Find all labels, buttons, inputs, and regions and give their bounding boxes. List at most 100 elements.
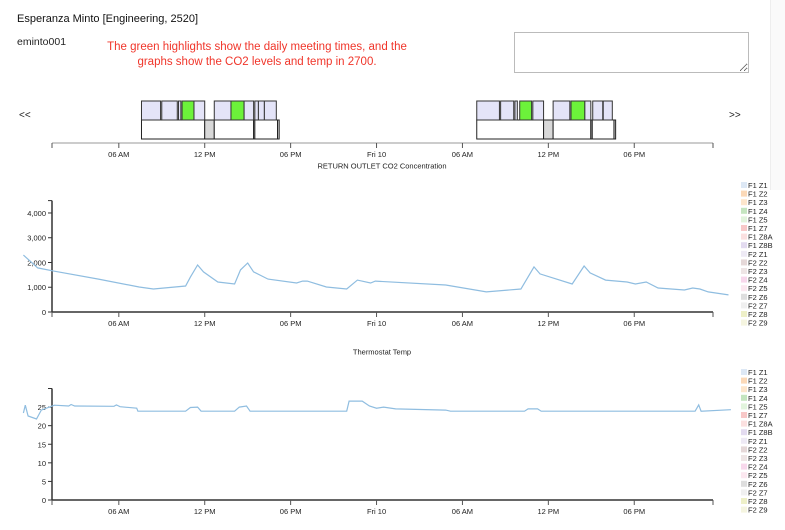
schedule-block-blank: [476, 119, 545, 140]
y-tick-label: 3,000: [27, 234, 46, 243]
legend-swatch: [741, 455, 747, 461]
x-tick-label: 06 PM: [280, 150, 302, 159]
schedule-block: [193, 100, 206, 121]
schedule-block-gap: [543, 119, 554, 140]
y-tick-label: 20: [38, 422, 46, 431]
legend-label: F2 Z5: [748, 284, 768, 293]
y-tick-label: 4,000: [27, 209, 46, 218]
x-tick-label: 06 AM: [108, 507, 129, 516]
x-tick-label: 12 PM: [194, 507, 216, 516]
legend-swatch: [741, 472, 747, 479]
x-tick-label: 06 PM: [623, 507, 645, 516]
chart-title: Thermostat Temp: [353, 348, 411, 357]
schedule-block-blank: [254, 119, 279, 140]
schedule-block: [552, 100, 571, 121]
meeting-highlight: [570, 100, 586, 121]
username: eminto001: [17, 36, 67, 48]
chart-title: RETURN OUTLET CO2 Concentration: [317, 162, 446, 171]
legend-label: F2 Z4: [748, 276, 768, 285]
legend-label: F2 Z3: [748, 454, 768, 463]
legend-label: F1 Z8A: [748, 233, 773, 242]
legend-swatch: [741, 429, 747, 436]
legend-label: F2 Z2: [748, 258, 768, 267]
schedule-block: [514, 100, 518, 121]
meeting-highlight: [230, 100, 245, 121]
legend-label: F1 Z2: [748, 190, 768, 199]
legend-swatch: [741, 420, 747, 427]
legend-swatch: [741, 190, 747, 197]
schedule-block-blank: [140, 119, 206, 140]
legend-swatch: [741, 199, 747, 206]
legend-swatch: [741, 285, 747, 292]
legend-swatch: [741, 182, 747, 188]
x-tick-label: 06 PM: [280, 319, 302, 328]
x-tick-label: Fri 10: [367, 507, 386, 516]
legend-swatch: [741, 311, 747, 317]
legend-swatch: [741, 276, 747, 283]
meeting-highlight: [181, 100, 195, 121]
x-tick-label: 06 AM: [452, 319, 473, 328]
schedule-block: [177, 100, 182, 121]
legend-label: F2 Z8: [748, 497, 768, 506]
legend-label: F1 Z1: [748, 181, 768, 190]
legend-label: F1 Z5: [748, 215, 768, 224]
y-tick-label: 2,000: [27, 258, 46, 267]
x-tick-label: 06 PM: [623, 319, 645, 328]
data-line: [22, 400, 731, 420]
prev-button[interactable]: <<: [19, 110, 31, 121]
x-tick-label: 12 PM: [538, 150, 560, 159]
scrollbar[interactable]: [770, 0, 785, 190]
schedule-block: [532, 100, 545, 121]
legend-label: F2 Z5: [748, 471, 768, 480]
notes-textarea[interactable]: [514, 32, 749, 73]
legend-swatch: [741, 446, 747, 453]
legend-label: F1 Z7: [748, 411, 768, 420]
schedule-block: [257, 100, 265, 121]
x-tick-label: 12 PM: [538, 507, 560, 516]
schedule-timeline: 06 AM 12 PM 06 PM Fri 10 06 AM 12 PM 06 PM: [51, 100, 714, 159]
y-tick-label: 10: [38, 459, 46, 468]
legend-label: F2 Z6: [748, 480, 768, 489]
x-tick-label: 12 PM: [538, 319, 560, 328]
x-tick-label: 06 AM: [452, 507, 473, 516]
legend-swatch: [741, 403, 747, 410]
legend-swatch: [741, 463, 747, 470]
legend-label: F1 Z7: [748, 224, 768, 233]
x-tick-label: Fri 10: [367, 319, 386, 328]
employee-title: Esperanza Minto [Engineering, 2520]: [17, 13, 199, 25]
legend-swatch: [741, 225, 747, 231]
legend-label: F1 Z2: [748, 377, 768, 386]
legend-label: F2 Z4: [748, 463, 768, 472]
next-button[interactable]: >>: [729, 110, 741, 121]
legend-swatch: [741, 437, 747, 444]
legend-label: F1 Z5: [748, 402, 768, 411]
legend-label: F1 Z8B: [748, 428, 773, 437]
legend-swatch: [741, 242, 747, 249]
legend-label: F1 Z3: [748, 385, 768, 394]
legend-swatch: [741, 268, 747, 274]
schedule-block-gap: [204, 119, 215, 140]
legend-swatch: [741, 386, 747, 393]
x-tick-label: 06 AM: [108, 150, 129, 159]
annotation-text: The green highlights show the daily meet…: [107, 41, 407, 68]
schedule-block: [243, 100, 255, 121]
x-tick-label: 06 PM: [623, 150, 645, 159]
legend-swatch: [741, 207, 747, 214]
legend-swatch: [741, 319, 747, 326]
legend-swatch: [741, 480, 747, 487]
y-tick-label: 0: [42, 308, 46, 317]
schedule-block-blank: [552, 119, 592, 140]
schedule-block-blank: [213, 119, 255, 140]
legend-swatch: [741, 302, 747, 309]
legend-swatch: [741, 498, 747, 504]
schedule-block: [476, 100, 500, 121]
y-tick-label: 0: [42, 496, 46, 505]
legend-label: F2 Z9: [748, 506, 768, 515]
schedule-block-gap: [613, 119, 617, 140]
legend-label: F2 Z7: [748, 301, 768, 310]
x-tick-label: 06 PM: [280, 507, 302, 516]
legend-swatch: [741, 489, 747, 496]
schedule-block: [500, 100, 515, 121]
x-tick-label: 06 AM: [108, 319, 129, 328]
legend-swatch: [741, 506, 747, 513]
